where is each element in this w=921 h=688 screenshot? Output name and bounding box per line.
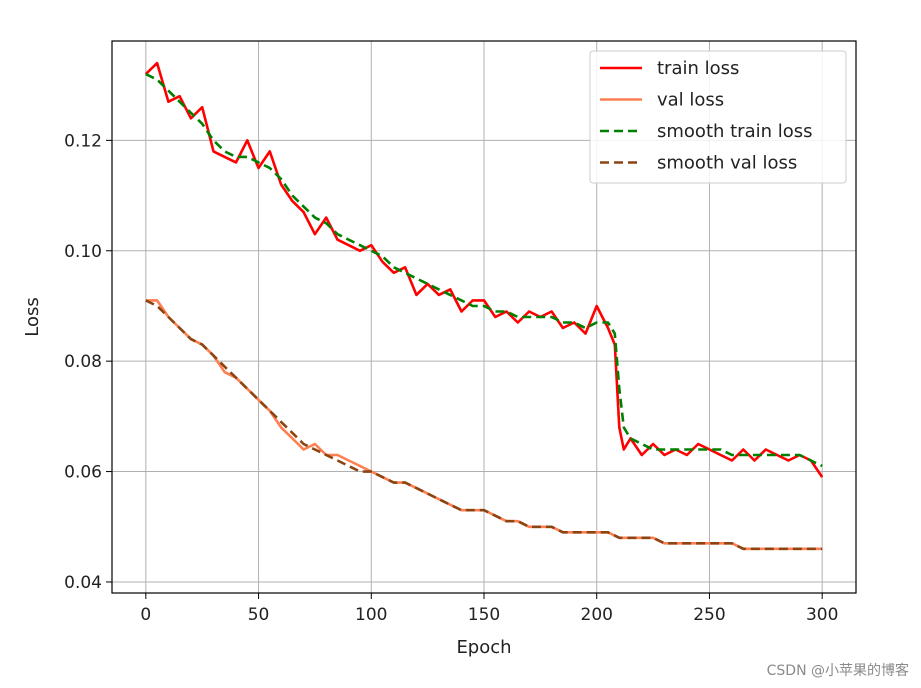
legend-label: train loss [657,58,739,79]
y-tick-label: 0.10 [64,242,102,262]
legend-label: smooth train loss [657,121,813,142]
y-axis: 0.04 0.06 0.08 0.10 0.12 [64,131,112,593]
plot-lines [144,61,824,551]
y-tick-label: 0.08 [64,352,102,372]
x-tick-label: 50 [248,605,270,625]
x-tick-label: 100 [355,605,387,625]
legend: train loss val loss smooth train loss smoot… [589,50,847,184]
legend-box [589,50,847,184]
legend-label: smooth val loss [657,153,797,174]
series-line-smooth-train-loss [145,72,823,468]
series-line-smooth-val-loss [145,299,823,551]
watermark: CSDN @小苹果的博客 [766,663,909,679]
y-tick-label: 0.04 [64,573,102,593]
x-tick-label: 300 [806,605,838,625]
x-axis: 0 50 100 150 200 250 300 [140,593,838,625]
x-tick-label: 200 [581,605,613,625]
y-tick-label: 0.12 [64,131,102,151]
x-tick-label: 250 [693,605,725,625]
x-axis-label: Epoch [456,637,511,658]
y-tick-label: 0.06 [64,463,102,483]
x-tick-label: 150 [468,605,500,625]
legend-label: val loss [657,90,724,111]
y-axis-label: Loss [22,297,43,336]
x-tick-label: 0 [140,605,151,625]
series-line-train-loss [144,61,824,478]
